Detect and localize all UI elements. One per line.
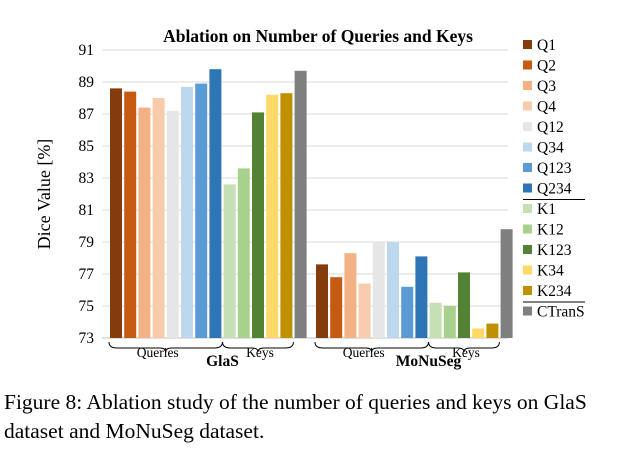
legend-label: Q4 xyxy=(537,99,556,116)
bar xyxy=(280,93,293,338)
bar xyxy=(209,69,222,338)
group-bracket xyxy=(428,341,500,353)
group-bracket xyxy=(108,341,223,353)
y-tick-label: 79 xyxy=(79,234,95,251)
bar xyxy=(152,98,165,338)
y-tick-label: 89 xyxy=(79,74,95,91)
legend-swatch xyxy=(523,306,532,316)
bar xyxy=(443,306,456,338)
legend-label: Q34 xyxy=(537,140,564,157)
bar xyxy=(401,286,414,338)
group-bracket xyxy=(314,341,429,353)
ablation-chart: 73 75 77 79 81 83 85 87 89 91 Ablation on Number o… xyxy=(34,26,585,370)
group-label-keys: Keys xyxy=(452,345,480,360)
y-tick-label: 77 xyxy=(79,266,95,283)
bar xyxy=(415,256,428,338)
legend-swatch xyxy=(523,101,532,111)
legend-label: K234 xyxy=(537,283,572,300)
legend-swatch xyxy=(523,163,532,172)
y-tick-label: 83 xyxy=(79,170,95,187)
legend-swatch xyxy=(523,60,532,70)
y-axis-label: Dice Value [%] xyxy=(34,139,54,250)
legend-label: Q234 xyxy=(537,181,572,198)
bar xyxy=(124,91,137,338)
bar xyxy=(458,272,470,338)
bar xyxy=(316,264,328,338)
bar xyxy=(181,86,193,338)
bar xyxy=(344,253,357,338)
bar xyxy=(223,184,236,338)
legend-swatch xyxy=(523,40,532,49)
legend-label: CTranS xyxy=(537,304,585,321)
legend-swatch xyxy=(523,122,532,131)
legend-label: Q1 xyxy=(537,37,556,54)
group-bracket xyxy=(222,341,294,353)
legend-label: Q123 xyxy=(537,160,572,177)
legend-swatch xyxy=(523,286,532,295)
legend-swatch xyxy=(523,81,532,90)
bar xyxy=(110,88,122,339)
bar xyxy=(429,302,442,338)
bar xyxy=(252,112,264,339)
legend-swatch xyxy=(523,142,532,152)
dataset-label: GlaS xyxy=(206,353,239,370)
group-label-queries: Queries xyxy=(137,345,179,360)
y-tick-label: 85 xyxy=(79,138,95,155)
legend-label: Q2 xyxy=(537,58,556,75)
legend-label: Q12 xyxy=(537,119,564,136)
y-tick-label: 91 xyxy=(79,42,95,59)
bar xyxy=(266,94,279,338)
bar xyxy=(372,242,385,338)
bar xyxy=(237,168,250,338)
y-tick-label: 81 xyxy=(79,202,95,219)
legend-swatch xyxy=(523,245,532,254)
legend-label: Q3 xyxy=(537,78,556,95)
dataset-label: MoNuSeg xyxy=(396,353,462,370)
y-tick-label: 73 xyxy=(79,330,95,347)
legend-label: K34 xyxy=(537,263,564,280)
bar xyxy=(294,70,307,339)
legend-swatch xyxy=(523,183,532,193)
y-tick-label: 75 xyxy=(79,298,95,315)
legend-swatch xyxy=(523,265,532,275)
legend-label: K1 xyxy=(537,201,556,218)
bar xyxy=(195,83,208,338)
legend-swatch xyxy=(523,224,532,234)
chart-title: Ablation on Number of Queries and Keys xyxy=(163,26,473,46)
bar xyxy=(358,283,371,338)
group-label-queries: Queries xyxy=(343,345,385,360)
bar xyxy=(472,328,485,338)
group-label-keys: Keys xyxy=(246,345,274,360)
bar xyxy=(387,242,399,338)
y-tick-label: 87 xyxy=(79,106,95,123)
bar xyxy=(330,277,343,338)
bar xyxy=(138,107,151,338)
bar xyxy=(166,110,179,338)
legend-swatch xyxy=(523,204,532,213)
chart-svg: 73 75 77 79 81 83 85 87 89 91 Ablation on Number o… xyxy=(34,26,585,370)
bar xyxy=(486,323,499,338)
bar xyxy=(500,229,513,338)
figure-caption: Figure 8: Ablation study of the number o… xyxy=(4,390,587,443)
legend-label: K123 xyxy=(537,242,572,259)
legend-label: K12 xyxy=(537,222,564,239)
